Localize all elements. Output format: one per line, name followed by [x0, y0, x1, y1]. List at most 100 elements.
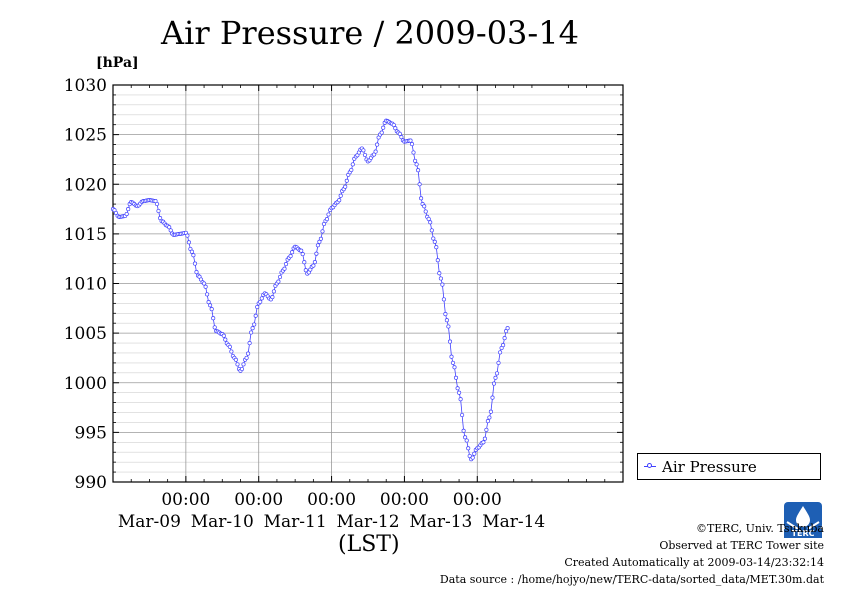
data-point — [487, 415, 492, 420]
data-point — [485, 419, 490, 424]
data-point — [464, 438, 469, 443]
x-day-label: Mar-10 — [191, 512, 254, 532]
logo-text: TERC — [791, 529, 815, 538]
data-point — [498, 350, 503, 355]
data-point — [443, 312, 448, 317]
data-point — [431, 236, 436, 241]
series-line-air-pressure — [112, 120, 508, 460]
data-point — [470, 455, 475, 460]
x-day-label: Mar-11 — [264, 512, 327, 532]
data-point — [428, 220, 433, 225]
data-point — [417, 182, 422, 187]
data-point — [446, 324, 451, 329]
data-point — [253, 313, 258, 318]
data-point — [461, 428, 466, 433]
data-point — [320, 229, 325, 234]
data-point — [255, 304, 260, 310]
data-point — [423, 209, 428, 214]
data-point — [233, 357, 238, 362]
data-point — [206, 300, 211, 305]
data-point — [453, 375, 459, 380]
data-point — [343, 184, 348, 189]
data-point — [452, 365, 457, 370]
terc-logo: TERC — [784, 502, 822, 542]
credit-observed: Observed at TERC Tower site — [659, 539, 824, 552]
data-point — [203, 284, 208, 289]
data-point — [303, 268, 308, 273]
y-tick-label: 1025 — [64, 126, 107, 146]
data-point — [408, 138, 413, 143]
data-point — [422, 204, 427, 209]
data-point — [318, 236, 323, 241]
data-point — [414, 162, 419, 167]
data-point — [482, 436, 487, 441]
data-point — [491, 381, 497, 386]
data-point — [413, 158, 418, 163]
x-tick-time-label: 00:00 — [380, 490, 429, 510]
data-point — [246, 351, 251, 356]
data-point — [447, 339, 453, 344]
data-point — [186, 240, 191, 245]
data-point — [209, 307, 214, 312]
credit-source: Data source : /home/hojyo/new/TERC-data/… — [439, 573, 824, 586]
data-point — [361, 148, 366, 153]
data-point — [326, 212, 331, 217]
credit-copyright: ©TERC, Univ. Tsukuba — [695, 522, 824, 535]
data-point — [494, 371, 500, 376]
data-point — [315, 243, 320, 248]
legend-marker-symbol — [647, 463, 652, 468]
data-point — [362, 152, 368, 158]
plot-frame — [112, 84, 624, 483]
y-axis-unit-label: [hPa] — [96, 55, 139, 71]
data-point — [249, 330, 254, 335]
data-point — [324, 217, 330, 222]
data-point — [426, 216, 431, 222]
data-point — [419, 196, 424, 201]
data-point — [350, 162, 355, 167]
data-point — [437, 271, 442, 276]
data-point — [290, 250, 295, 255]
data-point — [270, 295, 275, 300]
data-point — [239, 366, 245, 372]
data-point — [496, 360, 501, 365]
data-point — [302, 260, 307, 265]
data-point — [312, 260, 317, 265]
data-point — [444, 318, 449, 323]
data-point — [282, 266, 287, 271]
data-point — [502, 336, 507, 341]
data-point — [379, 130, 384, 135]
data-point — [466, 446, 471, 451]
data-point — [393, 126, 398, 131]
data-point — [349, 167, 354, 173]
data-point — [429, 228, 434, 233]
data-point — [205, 292, 210, 297]
y-tick-label: 1030 — [64, 76, 107, 96]
data-point — [472, 451, 477, 456]
data-point — [455, 386, 460, 391]
data-point — [435, 258, 440, 263]
chart-title: Air Pressure / 2009-03-14 — [161, 14, 579, 52]
data-point — [126, 207, 131, 212]
data-point — [185, 233, 190, 238]
data-point — [438, 276, 443, 281]
y-tick-label: 1000 — [64, 374, 107, 394]
data-point — [458, 397, 463, 402]
data-point — [381, 125, 386, 130]
data-point — [397, 131, 402, 136]
data-point — [467, 453, 472, 459]
data-point — [124, 211, 129, 217]
data-point — [311, 263, 316, 268]
data-point — [189, 249, 194, 254]
data-point — [463, 435, 468, 440]
data-point — [493, 375, 498, 380]
data-point — [235, 362, 240, 367]
y-tick-label: 1015 — [64, 225, 107, 245]
x-axis-unit-label: (LST) — [338, 532, 400, 557]
data-point — [490, 395, 495, 400]
data-point — [488, 409, 493, 414]
data-point — [276, 279, 281, 284]
data-point — [300, 252, 305, 257]
data-point — [299, 248, 304, 253]
y-tick-label: 995 — [75, 423, 107, 443]
